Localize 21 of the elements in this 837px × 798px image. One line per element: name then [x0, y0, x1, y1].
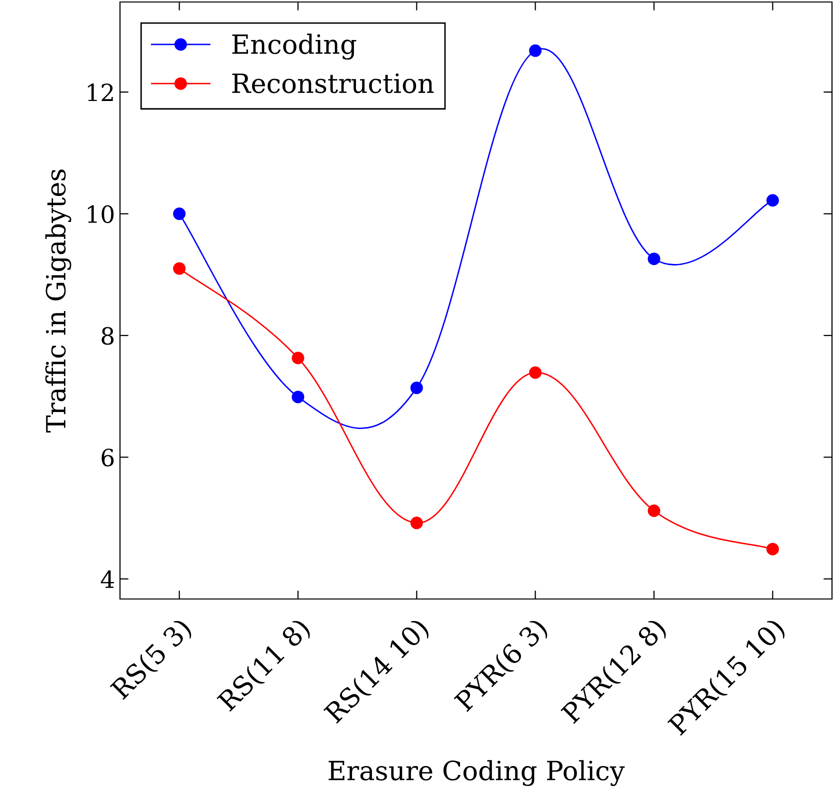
y-tick-label: 12: [88, 84, 113, 102]
point: [173, 262, 186, 275]
point: [292, 352, 304, 364]
point: [766, 542, 779, 556]
y-tick-label: 4: [100, 570, 114, 588]
point: [648, 252, 660, 266]
y-tick-label: 8: [102, 326, 114, 345]
point: [529, 366, 542, 379]
point: [648, 504, 660, 518]
y-tick-label: 10: [88, 205, 114, 224]
point: [173, 208, 186, 220]
point: [766, 194, 779, 207]
point: [410, 382, 423, 394]
x-axis-title: Erasure Coding Policy: [328, 760, 625, 786]
point: [529, 44, 542, 57]
legend-label: Reconstruction: [232, 73, 434, 94]
legend-label: Encoding: [232, 34, 356, 60]
y-tick-label: 6: [102, 448, 114, 467]
y-axis-title: Traffic in Gigabytes: [45, 170, 72, 433]
point: [410, 516, 423, 530]
point: [292, 390, 304, 404]
